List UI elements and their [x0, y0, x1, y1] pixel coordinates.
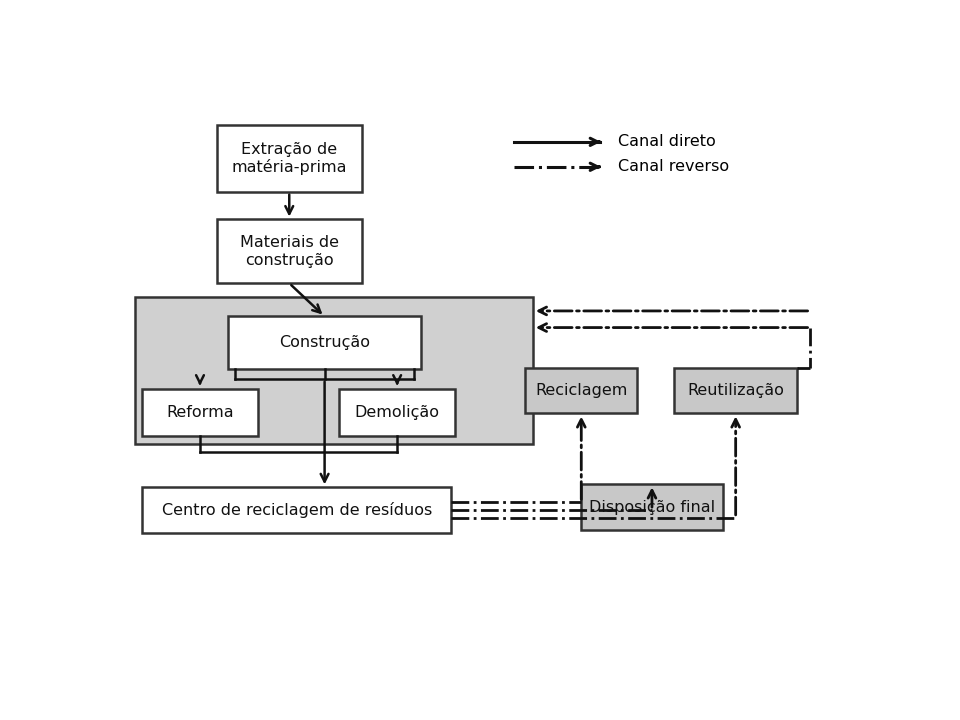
Text: Centro de reciclagem de resíduos: Centro de reciclagem de resíduos: [161, 502, 432, 518]
FancyBboxPatch shape: [674, 368, 797, 413]
FancyBboxPatch shape: [525, 368, 637, 413]
FancyBboxPatch shape: [142, 487, 451, 533]
Text: Materiais de
construção: Materiais de construção: [240, 235, 339, 268]
FancyBboxPatch shape: [340, 389, 455, 436]
Text: Construção: Construção: [279, 336, 371, 351]
FancyBboxPatch shape: [228, 317, 421, 369]
Text: Reutilização: Reutilização: [687, 383, 784, 398]
FancyBboxPatch shape: [217, 125, 362, 192]
Text: Disposição final: Disposição final: [588, 500, 715, 515]
FancyBboxPatch shape: [217, 220, 362, 283]
Text: Reforma: Reforma: [166, 405, 234, 420]
FancyBboxPatch shape: [134, 297, 533, 444]
Text: Canal reverso: Canal reverso: [618, 159, 730, 174]
Text: Extração de
matéria-prima: Extração de matéria-prima: [231, 142, 347, 175]
Text: Reciclagem: Reciclagem: [535, 383, 628, 398]
Text: Canal direto: Canal direto: [618, 135, 716, 149]
Text: Demolição: Demolição: [354, 405, 440, 420]
FancyBboxPatch shape: [142, 389, 257, 436]
FancyBboxPatch shape: [581, 485, 723, 530]
